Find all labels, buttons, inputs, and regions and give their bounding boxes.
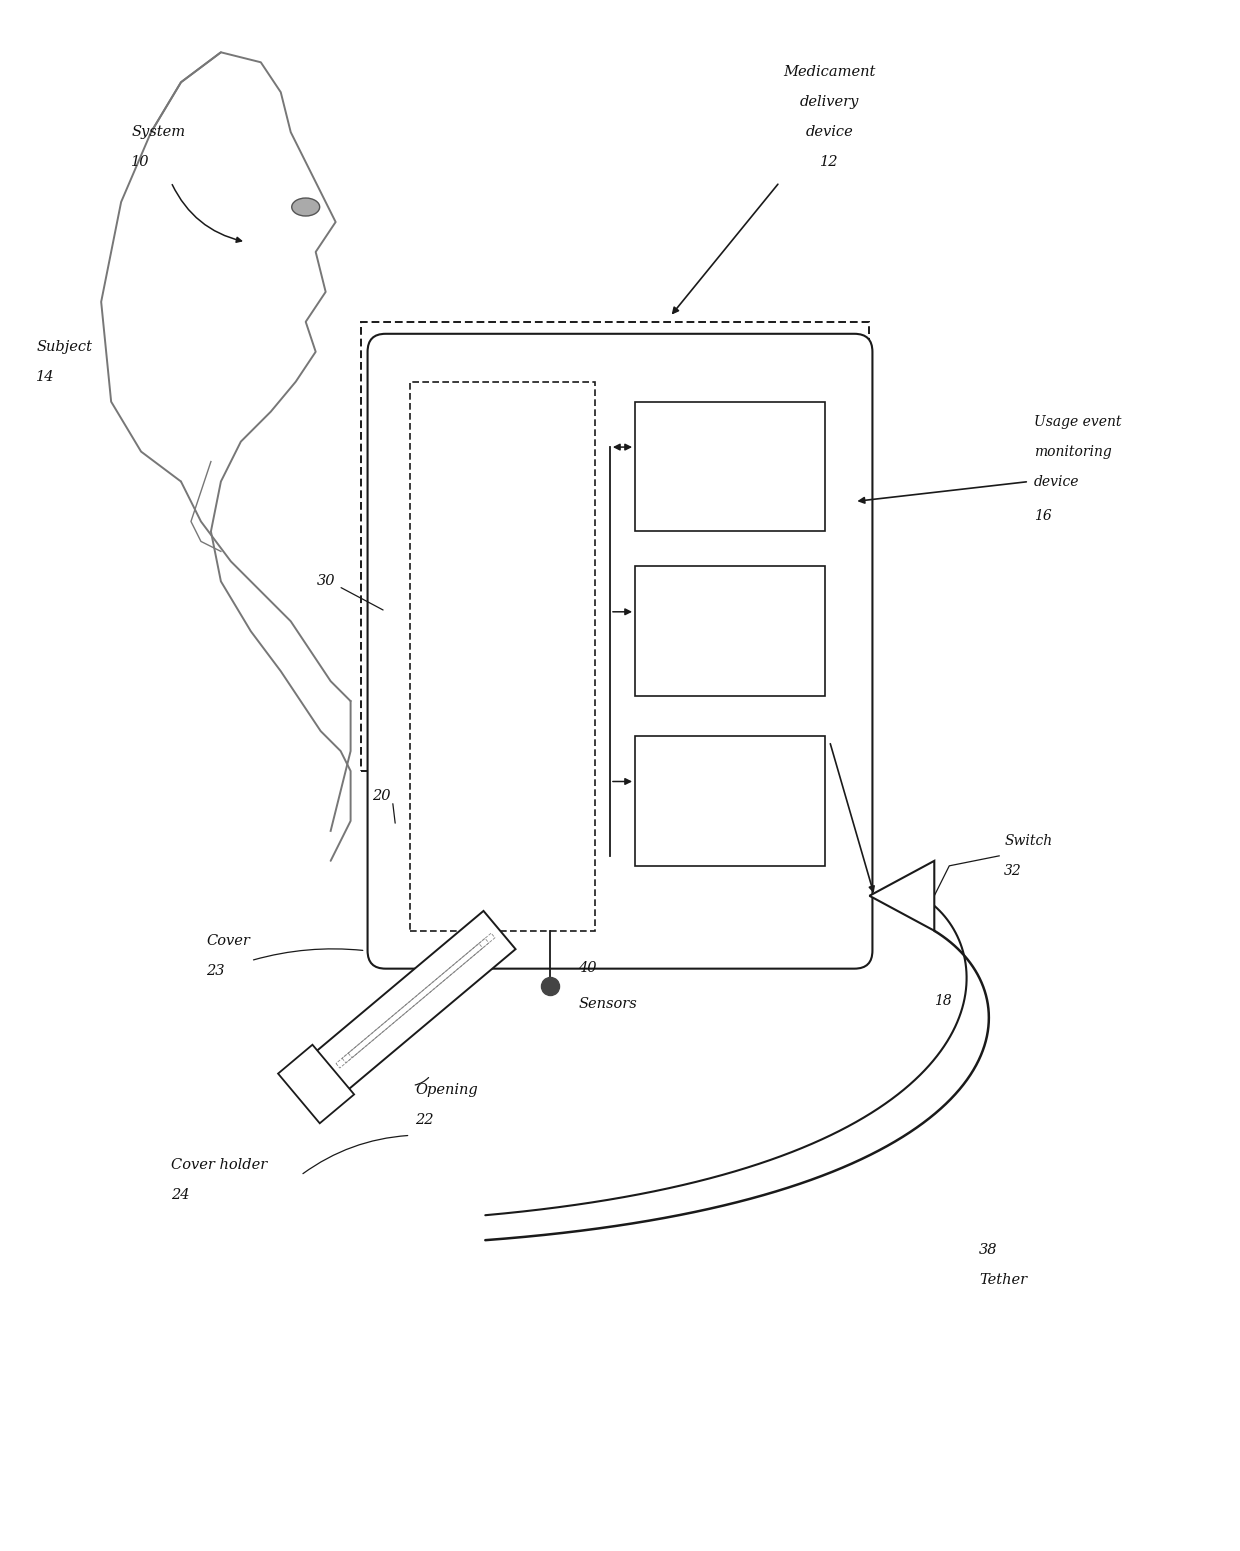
- Ellipse shape: [291, 199, 320, 216]
- Text: device: device: [1034, 475, 1080, 489]
- Text: Medicament: Medicament: [784, 65, 875, 79]
- Bar: [410, 382, 595, 931]
- Text: System: System: [131, 126, 185, 140]
- Text: Subject: Subject: [36, 340, 92, 354]
- Text: Processor: Processor: [458, 543, 538, 560]
- Polygon shape: [869, 861, 934, 931]
- Bar: [361, 321, 869, 771]
- Text: 44: 44: [720, 492, 739, 506]
- Text: Electronic: Electronic: [691, 423, 769, 437]
- Bar: [635, 566, 825, 696]
- Text: 16: 16: [1034, 509, 1052, 524]
- Text: 40: 40: [578, 960, 596, 974]
- Text: Tether: Tether: [980, 1273, 1027, 1287]
- Bar: [635, 402, 825, 532]
- Text: 42: 42: [720, 656, 739, 670]
- Text: interface: interface: [696, 622, 764, 636]
- Text: delivery: delivery: [800, 95, 859, 109]
- Text: 12: 12: [821, 155, 838, 169]
- Text: 10: 10: [131, 155, 150, 169]
- Text: 18: 18: [934, 994, 952, 1008]
- Text: 38: 38: [980, 1244, 998, 1258]
- Polygon shape: [315, 910, 516, 1090]
- Text: storage: storage: [701, 458, 759, 472]
- Text: 30: 30: [317, 574, 336, 588]
- Text: 23: 23: [206, 963, 224, 977]
- Text: 24: 24: [171, 1188, 190, 1202]
- Text: 22: 22: [415, 1114, 434, 1128]
- FancyBboxPatch shape: [367, 333, 873, 969]
- Text: Cover: Cover: [206, 934, 249, 948]
- Text: device: device: [806, 126, 853, 140]
- Text: Cover holder: Cover holder: [171, 1159, 268, 1173]
- Text: Power: Power: [706, 757, 754, 771]
- Text: Sensors: Sensors: [578, 997, 637, 1011]
- Text: Switch: Switch: [1004, 834, 1053, 848]
- Text: User: User: [712, 588, 748, 602]
- Text: 32: 32: [1004, 864, 1022, 878]
- Text: 34: 34: [720, 827, 739, 841]
- Bar: [635, 737, 825, 865]
- Text: Opening: Opening: [415, 1084, 479, 1098]
- Text: monitoring: monitoring: [1034, 445, 1112, 459]
- Polygon shape: [278, 1045, 355, 1123]
- Text: 36: 36: [492, 583, 513, 600]
- Text: 20: 20: [372, 789, 391, 803]
- Text: Usage event: Usage event: [1034, 414, 1121, 428]
- Text: supply: supply: [704, 791, 755, 805]
- Text: 14: 14: [36, 369, 55, 383]
